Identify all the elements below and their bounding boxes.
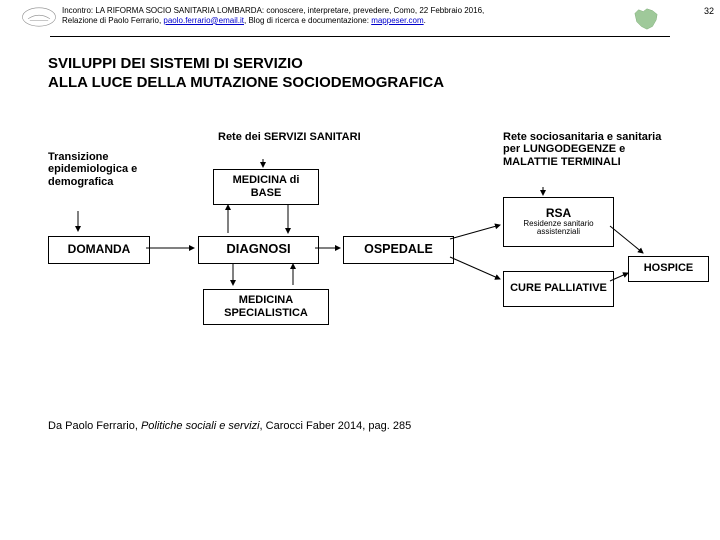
title-line2: ALLA LUCE DELLA MUTAZIONE SOCIODEMOGRAFI… (48, 74, 444, 91)
header-line2a: Relazione di Paolo Ferrario, (62, 16, 163, 25)
emblem-icon (20, 6, 58, 28)
box-ospedale: OSPEDALE (343, 236, 454, 264)
email-link[interactable]: paolo.ferrario@email.it (163, 16, 244, 25)
header-end: . (424, 16, 426, 25)
citation-pre: Da Paolo Ferrario, (48, 420, 141, 432)
box-diagnosi: DIAGNOSI (198, 236, 319, 264)
box-rsa: RSA Residenze sanitario assistenziali (503, 197, 614, 247)
label-col1: Transizione epidemiologica e demografica (48, 151, 158, 189)
box-medbase: MEDICINA di BASE (213, 169, 319, 205)
header-text: Incontro: LA RIFORMA SOCIO SANITARIA LOM… (62, 6, 624, 25)
box-medspec: MEDICINA SPECIALISTICA (203, 289, 329, 325)
citation-post: , Carocci Faber 2014, pag. 285 (260, 420, 412, 432)
box-domanda: DOMANDA (48, 236, 150, 264)
box-hospice: HOSPICE (628, 256, 709, 282)
header-line2b: , Blog di ricerca e documentazione: (244, 16, 371, 25)
rsa-sub: Residenze sanitario assistenziali (506, 220, 611, 236)
blog-link[interactable]: mappeser.com (371, 16, 423, 25)
box-cure: CURE PALLIATIVE (503, 271, 614, 307)
header-line1: Incontro: LA RIFORMA SOCIO SANITARIA LOM… (62, 6, 484, 15)
label-col3: Rete sociosanitaria e sanitaria per LUNG… (503, 131, 673, 169)
page-title: SVILUPPI DEI SISTEMI DI SERVIZIO ALLA LU… (0, 37, 720, 93)
citation: Da Paolo Ferrario, Politiche sociali e s… (48, 420, 411, 432)
diagram: Transizione epidemiologica e demografica… (48, 121, 710, 381)
title-line1: SVILUPPI DEI SISTEMI DI SERVIZIO (48, 55, 303, 72)
label-col2: Rete dei SERVIZI SANITARI (218, 131, 368, 144)
region-icon (632, 6, 660, 32)
page-number: 32 (704, 6, 714, 16)
header: Incontro: LA RIFORMA SOCIO SANITARIA LOM… (50, 0, 670, 37)
citation-ital: Politiche sociali e servizi (141, 420, 260, 432)
